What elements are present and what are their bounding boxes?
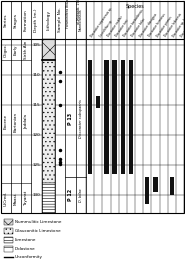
Text: 110: 110 bbox=[33, 73, 40, 77]
Text: P 13: P 13 bbox=[68, 112, 73, 124]
Text: Discoaster sp. 2: Discoaster sp. 2 bbox=[180, 18, 185, 38]
Text: Nummulitic Limestone: Nummulitic Limestone bbox=[15, 220, 61, 224]
Text: Tayarat: Tayarat bbox=[24, 190, 28, 206]
Text: Sirkh Ain: Sirkh Ain bbox=[24, 40, 28, 59]
Text: 115: 115 bbox=[33, 103, 40, 107]
Text: Depth (m.): Depth (m.) bbox=[34, 8, 38, 32]
Text: Discoaster diastypus: Discoaster diastypus bbox=[139, 13, 159, 38]
Text: 130: 130 bbox=[33, 193, 40, 197]
Bar bbox=[42, 60, 55, 183]
Text: Oligoc.: Oligoc. bbox=[4, 42, 8, 57]
Bar bbox=[104, 60, 109, 174]
Bar bbox=[129, 60, 133, 174]
Bar bbox=[145, 177, 149, 204]
Text: U.Cred.: U.Cred. bbox=[4, 191, 8, 206]
Text: 125: 125 bbox=[33, 163, 40, 167]
Text: Lithology: Lithology bbox=[46, 10, 51, 30]
Text: Discoaster saipanensis sp.: Discoaster saipanensis sp. bbox=[90, 6, 114, 38]
Text: Bartonian: Bartonian bbox=[14, 111, 18, 132]
Bar bbox=[120, 60, 125, 174]
Text: Glauconitic Limestone: Glauconitic Limestone bbox=[15, 229, 61, 233]
Text: Discoaster primus: Discoaster primus bbox=[155, 16, 173, 38]
Text: Nannofossils: Nannofossils bbox=[79, 9, 83, 31]
Bar bbox=[112, 60, 117, 174]
Bar bbox=[4, 219, 13, 225]
Bar bbox=[42, 39, 55, 60]
Text: Early: Early bbox=[14, 44, 18, 55]
Text: Discoaster barbadiensis: Discoaster barbadiensis bbox=[123, 9, 145, 38]
Bar bbox=[169, 177, 174, 195]
Text: Discoaster lodoensis: Discoaster lodoensis bbox=[164, 13, 183, 38]
Text: al-Mutwalli, 1992: al-Mutwalli, 1992 bbox=[77, 0, 81, 24]
Bar bbox=[96, 96, 100, 108]
Text: 105: 105 bbox=[33, 43, 40, 47]
Text: Species: Species bbox=[126, 4, 144, 9]
Text: 120: 120 bbox=[33, 133, 40, 137]
Bar bbox=[153, 177, 158, 192]
Bar bbox=[4, 237, 13, 243]
Text: Series: Series bbox=[4, 13, 8, 27]
Text: Sample No.: Sample No. bbox=[58, 8, 62, 32]
Text: Stages: Stages bbox=[14, 13, 18, 28]
Text: Unconformity: Unconformity bbox=[15, 255, 43, 259]
Text: Discoaster tani: Discoaster tani bbox=[115, 19, 130, 38]
Text: Discoaster bifax: Discoaster bifax bbox=[131, 18, 147, 38]
Bar bbox=[42, 183, 55, 213]
Bar bbox=[88, 60, 92, 174]
Text: D. bifax: D. bifax bbox=[79, 188, 83, 202]
Bar bbox=[4, 228, 13, 234]
Text: Discoaster sp. 1: Discoaster sp. 1 bbox=[172, 18, 185, 38]
Bar bbox=[4, 246, 13, 252]
Text: Maast.: Maast. bbox=[14, 191, 18, 205]
Text: Formation: Formation bbox=[24, 9, 28, 31]
Text: P 12: P 12 bbox=[68, 189, 73, 201]
Text: Eocene: Eocene bbox=[4, 114, 8, 129]
Text: Dolostone: Dolostone bbox=[15, 247, 36, 251]
Text: Discoaster nodifer: Discoaster nodifer bbox=[106, 16, 124, 38]
Text: Limestone: Limestone bbox=[15, 238, 36, 242]
Bar bbox=[1, 1, 184, 213]
Text: Foraminifera Biozones: Foraminifera Biozones bbox=[66, 0, 70, 28]
Text: Discoaster subspaeris: Discoaster subspaeris bbox=[79, 99, 83, 138]
Text: Discoaster formosus: Discoaster formosus bbox=[147, 13, 166, 38]
Text: Jaddala: Jaddala bbox=[24, 114, 28, 129]
Text: Coccolithus sp.: Coccolithus sp. bbox=[98, 19, 113, 38]
